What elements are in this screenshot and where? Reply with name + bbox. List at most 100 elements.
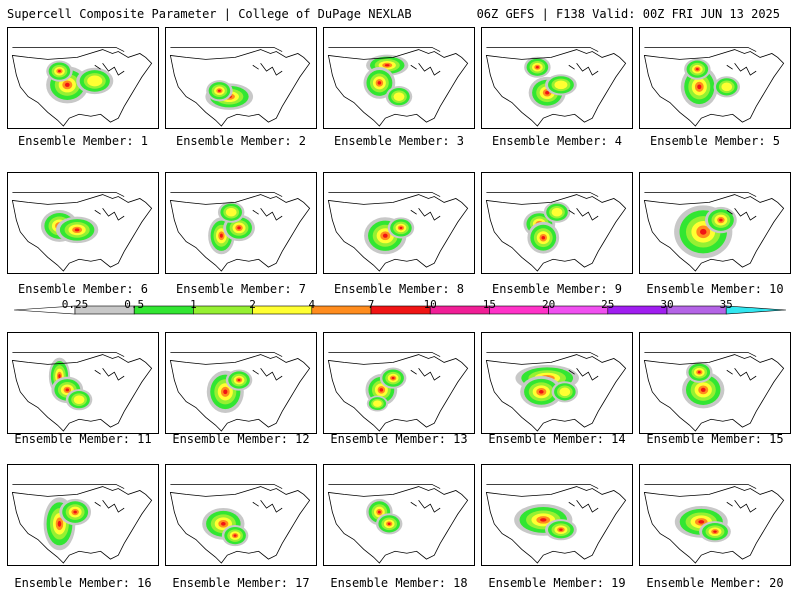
map-panel-member-10 xyxy=(639,172,791,274)
panel-label: Ensemble Member: 11 xyxy=(14,432,152,446)
map-svg xyxy=(11,192,153,272)
country-border xyxy=(170,192,283,197)
colorbar-segment xyxy=(429,305,490,315)
country-border xyxy=(644,47,757,52)
coastline xyxy=(485,354,627,432)
colorbar-tick-label: 2 xyxy=(249,298,256,311)
map-svg xyxy=(643,47,785,127)
map-svg xyxy=(643,192,785,272)
coastline xyxy=(485,194,627,272)
coastline xyxy=(169,354,311,432)
coastline xyxy=(485,486,627,564)
coastline xyxy=(11,486,153,564)
scp-contour xyxy=(64,82,70,87)
scp-contour xyxy=(223,389,228,395)
scp-contour xyxy=(87,75,103,87)
great-lakes xyxy=(94,368,125,381)
coastline xyxy=(327,194,469,272)
great-lakes xyxy=(568,500,599,513)
run-info: 06Z GEFS | F138 Valid: 00Z FRI JUN 13 20… xyxy=(476,7,780,21)
scp-contour xyxy=(700,228,707,235)
country-border xyxy=(328,484,441,489)
panel-label: Ensemble Member: 13 xyxy=(330,432,468,446)
country-border xyxy=(12,47,125,52)
country-border xyxy=(328,47,441,52)
scp-contour xyxy=(541,235,546,240)
header: Supercell Composite Parameter | College … xyxy=(0,0,800,26)
map-svg xyxy=(11,352,153,432)
colorbar-segment xyxy=(252,305,313,315)
country-border xyxy=(486,484,599,489)
panel-label: Ensemble Member: 18 xyxy=(330,576,468,590)
scp-contour xyxy=(559,528,563,531)
country-border xyxy=(644,352,757,357)
colorbar xyxy=(13,305,787,315)
country-border xyxy=(12,192,125,197)
colorbar-tick-label: 25 xyxy=(601,298,615,311)
map-svg xyxy=(485,352,627,432)
scp-contour xyxy=(391,376,395,380)
great-lakes xyxy=(726,500,757,513)
colorbar-tick-label: 0.25 xyxy=(61,298,89,311)
scp-contour xyxy=(74,228,80,232)
map-panel-member-8 xyxy=(323,172,475,274)
colorbar-tick-label: 1 xyxy=(190,298,197,311)
scp-contour xyxy=(700,387,706,392)
panel-label: Ensemble Member: 19 xyxy=(488,576,626,590)
map-panel-member-13 xyxy=(323,332,475,434)
panel-label: Ensemble Member: 20 xyxy=(646,576,784,590)
country-border xyxy=(170,484,283,489)
colorbar-tick-label: 15 xyxy=(482,298,497,311)
country-border xyxy=(486,47,599,52)
map-panel-member-7 xyxy=(165,172,317,274)
map-svg xyxy=(643,484,785,564)
map-svg xyxy=(327,352,469,432)
great-lakes xyxy=(726,208,757,221)
map-panel-member-15 xyxy=(639,332,791,434)
colorbar-tick-label: 30 xyxy=(660,298,674,311)
map-panel-member-9 xyxy=(481,172,633,274)
map-panel-member-20 xyxy=(639,464,791,566)
great-lakes xyxy=(726,368,757,381)
scp-contour xyxy=(719,218,723,222)
scp-contour xyxy=(559,387,571,397)
colorbar-segment xyxy=(311,305,372,315)
scp-contour xyxy=(225,207,237,217)
colorbar-segment xyxy=(548,305,609,315)
map-panel-member-12 xyxy=(165,332,317,434)
map-svg xyxy=(11,47,153,127)
great-lakes xyxy=(568,63,599,76)
panel-label: Ensemble Member: 16 xyxy=(14,576,152,590)
great-lakes xyxy=(252,208,283,221)
map-svg xyxy=(169,192,311,272)
coastline xyxy=(169,194,311,272)
map-panel-member-3 xyxy=(323,27,475,129)
scp-contour xyxy=(538,390,544,394)
scp-contour xyxy=(697,371,701,374)
map-panel-member-11 xyxy=(7,332,159,434)
coastline xyxy=(169,49,311,127)
map-svg xyxy=(169,47,311,127)
country-border xyxy=(644,192,757,197)
colorbar-tick-label: 35 xyxy=(719,298,733,311)
scp-contour xyxy=(551,207,563,217)
great-lakes xyxy=(410,368,441,381)
country-border xyxy=(644,484,757,489)
scp-contour xyxy=(217,89,221,92)
scp-contour xyxy=(554,80,568,90)
colorbar-tick-label: 7 xyxy=(367,298,375,311)
scp-contour xyxy=(387,522,391,525)
coastline xyxy=(485,49,627,127)
colorbar-segment xyxy=(370,305,431,315)
panel-label: Ensemble Member: 17 xyxy=(172,576,310,590)
panel-label: Ensemble Member: 12 xyxy=(172,432,310,446)
coastline xyxy=(327,354,469,432)
great-lakes xyxy=(726,63,757,76)
scp-contour xyxy=(377,81,382,85)
map-svg xyxy=(169,484,311,564)
scp-contour xyxy=(65,388,70,392)
panel-label: Ensemble Member: 2 xyxy=(175,134,307,148)
great-lakes xyxy=(94,500,125,513)
country-border xyxy=(12,352,125,357)
panel-label: Ensemble Member: 3 xyxy=(333,134,465,148)
